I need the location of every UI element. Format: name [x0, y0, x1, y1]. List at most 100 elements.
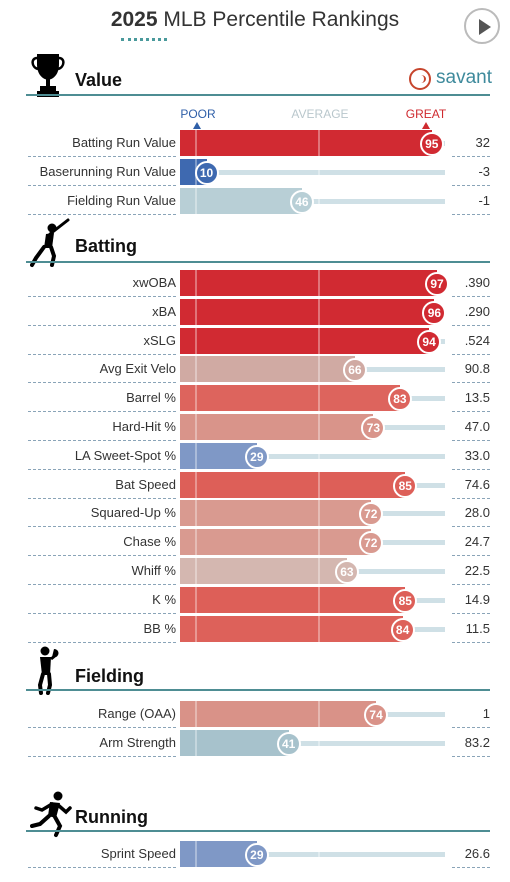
metric-label: K % [152, 592, 176, 607]
metric-label: xwOBA [132, 275, 176, 290]
row-divider [28, 325, 176, 326]
page-title: 2025 MLB Percentile Rankings [0, 8, 510, 32]
percentile-row[interactable]: Batting Run Value 95 32 [0, 130, 510, 157]
gridline-average [318, 701, 320, 727]
percentile-row[interactable]: Fielding Run Value 46 -1 [0, 188, 510, 215]
percentile-row[interactable]: xBA 96 .290 [0, 299, 510, 326]
gridline-average [318, 587, 320, 613]
metric-label: BB % [143, 621, 176, 636]
metric-value: .390 [464, 275, 490, 290]
gridline-poor [195, 414, 197, 440]
gridline-poor [195, 500, 197, 526]
percentile-row[interactable]: LA Sweet-Spot % 29 33.0 [0, 443, 510, 470]
savant-label: savant [436, 67, 492, 88]
percentile-row[interactable]: xSLG 94 .524 [0, 328, 510, 355]
gridline-average [318, 299, 320, 325]
percentile-row[interactable]: Arm Strength 41 83.2 [0, 730, 510, 757]
runner-icon [30, 791, 72, 837]
percentile-row[interactable]: xwOBA 97 .390 [0, 270, 510, 297]
gridline-average [318, 356, 320, 382]
gridline-poor [195, 356, 197, 382]
gridline-average [318, 188, 320, 214]
value-divider [452, 325, 490, 326]
scale-label-great: GREAT [405, 107, 447, 121]
gridline-average [318, 159, 320, 185]
metric-value: 28.0 [464, 505, 490, 520]
percentile-bar [180, 414, 374, 440]
gridline-average [318, 730, 320, 756]
gridline-poor [195, 701, 197, 727]
row-divider [28, 185, 176, 186]
value-divider [452, 296, 490, 297]
value-divider [452, 354, 490, 355]
gridline-poor [195, 587, 197, 613]
metric-value: .524 [464, 333, 490, 348]
metric-label: Chase % [123, 534, 176, 549]
value-divider [452, 555, 490, 556]
percentile-track [180, 741, 445, 746]
scale-label-average: AVERAGE [291, 107, 349, 121]
value-divider [452, 613, 490, 614]
percentile-row[interactable]: Avg Exit Velo 66 90.8 [0, 356, 510, 383]
percentile-row[interactable]: Whiff % 63 22.5 [0, 558, 510, 585]
value-divider [452, 727, 490, 728]
percentile-bar [180, 443, 257, 469]
percentile-badge: 74 [364, 703, 389, 727]
gridline-average [318, 414, 320, 440]
row-divider [28, 440, 176, 441]
row-divider [28, 867, 176, 868]
metric-value: 90.8 [464, 361, 490, 376]
percentile-row[interactable]: BB % 84 11.5 [0, 616, 510, 643]
value-divider [452, 382, 490, 383]
percentile-row[interactable]: Chase % 72 24.7 [0, 529, 510, 556]
percentile-row[interactable]: Barrel % 83 13.5 [0, 385, 510, 412]
metric-label: LA Sweet-Spot % [74, 448, 176, 463]
percentile-row[interactable]: Bat Speed 85 74.6 [0, 472, 510, 499]
row-divider [28, 756, 176, 757]
trophy-icon [31, 54, 65, 97]
percentile-badge: 95 [419, 132, 444, 156]
gridline-poor [195, 841, 197, 867]
percentile-row[interactable]: Baserunning Run Value 10 -3 [0, 159, 510, 186]
value-divider [452, 440, 490, 441]
gridline-poor [195, 130, 197, 156]
section-title-fielding: Fielding [75, 666, 144, 686]
percentile-row[interactable]: K % 85 14.9 [0, 587, 510, 614]
metric-value: -3 [478, 164, 490, 179]
gridline-poor [195, 299, 197, 325]
scale-label-poor: POOR [180, 107, 216, 121]
percentile-row[interactable]: Squared-Up % 72 28.0 [0, 500, 510, 527]
percentile-bar [180, 529, 371, 555]
value-divider [452, 469, 490, 470]
gridline-poor [195, 529, 197, 555]
percentile-bar [180, 841, 257, 867]
gridline-average [318, 841, 320, 867]
percentile-badge: 94 [417, 330, 442, 354]
section-divider-running [26, 830, 490, 832]
row-divider [28, 411, 176, 412]
metric-value: 11.5 [465, 621, 490, 636]
metric-label: Arm Strength [99, 735, 176, 750]
metric-label: Squared-Up % [90, 505, 176, 520]
percentile-badge: 72 [358, 531, 383, 555]
metric-value: 26.6 [464, 846, 490, 861]
metric-label: Batting Run Value [72, 135, 176, 150]
metric-label: Bat Speed [115, 477, 176, 492]
gridline-poor [195, 472, 197, 498]
row-divider [28, 498, 176, 499]
section-divider-value [26, 94, 490, 96]
section-divider-batting [26, 261, 490, 263]
percentile-row[interactable]: Hard-Hit % 73 47.0 [0, 414, 510, 441]
row-divider [28, 214, 176, 215]
percentile-badge: 29 [244, 843, 269, 867]
row-divider [28, 584, 176, 585]
metric-value: 33.0 [464, 448, 490, 463]
metric-value: 47.0 [464, 419, 490, 434]
gridline-average [318, 443, 320, 469]
percentile-row[interactable]: Sprint Speed 29 26.6 [0, 841, 510, 868]
percentile-bar [180, 328, 430, 354]
play-button[interactable] [464, 8, 500, 44]
metric-label: Baserunning Run Value [39, 164, 176, 179]
percentile-row[interactable]: Range (OAA) 74 1 [0, 701, 510, 728]
percentile-badge: 83 [387, 387, 412, 411]
